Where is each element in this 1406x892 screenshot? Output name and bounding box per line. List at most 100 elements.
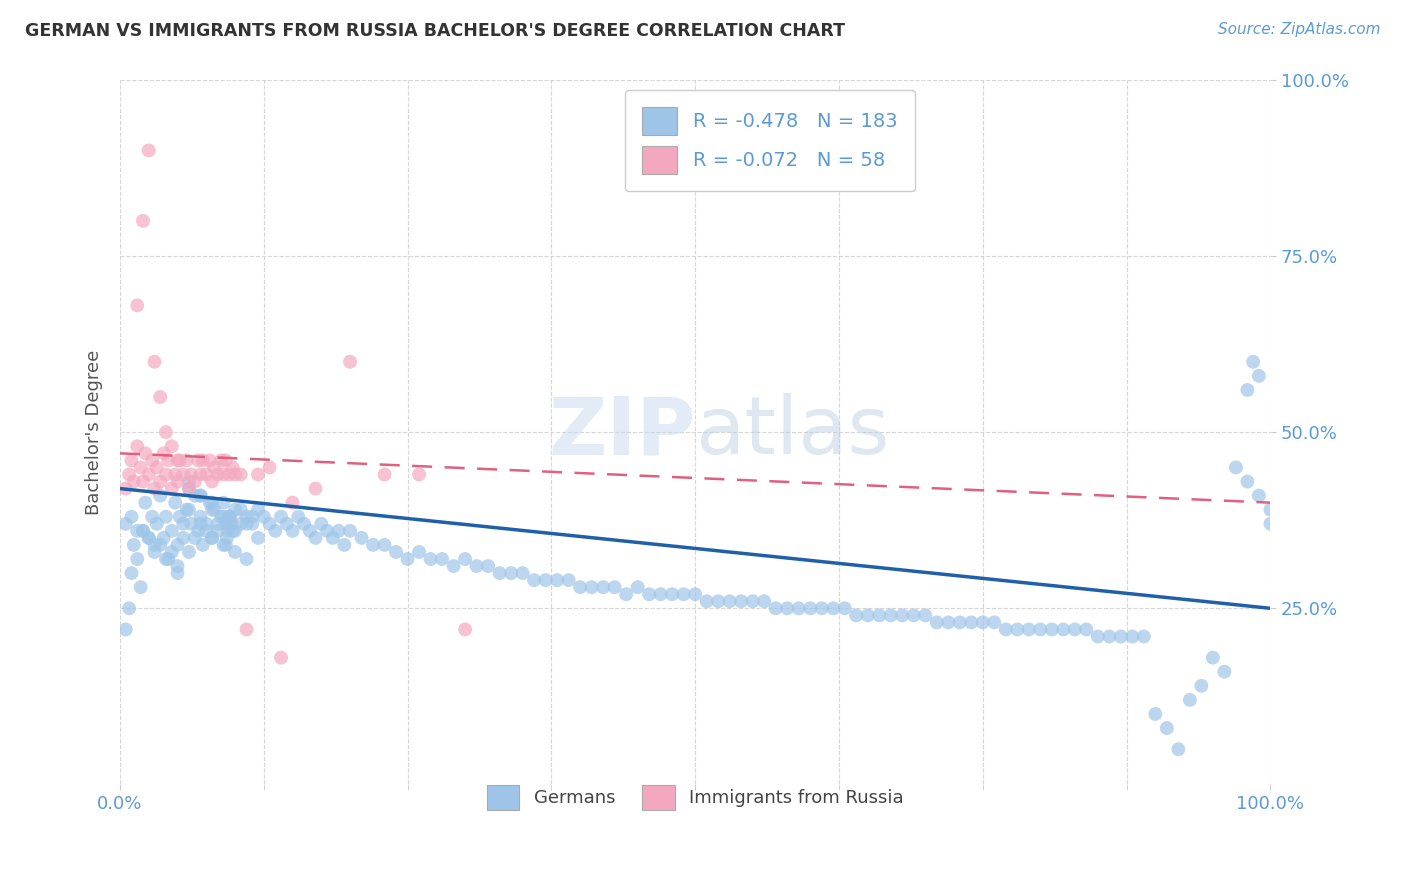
Point bbox=[121, 509, 143, 524]
Point bbox=[207, 516, 229, 531]
Point bbox=[146, 460, 169, 475]
Point bbox=[454, 552, 477, 566]
Point bbox=[155, 425, 177, 440]
Point bbox=[169, 509, 191, 524]
Point bbox=[172, 467, 194, 482]
Point bbox=[914, 608, 936, 623]
Point bbox=[1087, 630, 1109, 644]
Point bbox=[155, 509, 177, 524]
Point bbox=[127, 298, 149, 312]
Text: Source: ZipAtlas.com: Source: ZipAtlas.com bbox=[1218, 22, 1381, 37]
Point bbox=[949, 615, 972, 630]
Point bbox=[925, 615, 948, 630]
Point bbox=[408, 545, 430, 559]
Point bbox=[488, 566, 510, 580]
Point bbox=[823, 601, 845, 615]
Point bbox=[627, 580, 650, 594]
Point bbox=[465, 559, 488, 574]
Point bbox=[190, 516, 212, 531]
Point bbox=[132, 214, 155, 228]
Point bbox=[512, 566, 534, 580]
Point bbox=[218, 509, 240, 524]
Point bbox=[160, 545, 183, 559]
Point bbox=[834, 601, 856, 615]
Point bbox=[304, 531, 326, 545]
Point bbox=[229, 516, 252, 531]
Point bbox=[152, 446, 174, 460]
Point bbox=[1133, 630, 1156, 644]
Point bbox=[218, 467, 240, 482]
Point bbox=[177, 482, 200, 496]
Point bbox=[880, 608, 903, 623]
Point bbox=[121, 566, 143, 580]
Point bbox=[201, 496, 224, 510]
Point bbox=[187, 524, 209, 538]
Point bbox=[385, 545, 408, 559]
Point bbox=[118, 601, 141, 615]
Point bbox=[311, 516, 333, 531]
Point bbox=[253, 509, 276, 524]
Point bbox=[202, 460, 225, 475]
Point bbox=[157, 453, 180, 467]
Point bbox=[152, 531, 174, 545]
Point bbox=[856, 608, 879, 623]
Point bbox=[683, 587, 706, 601]
Point bbox=[138, 144, 160, 158]
Point bbox=[868, 608, 890, 623]
Point bbox=[177, 545, 200, 559]
Point bbox=[696, 594, 718, 608]
Point bbox=[166, 559, 188, 574]
Point bbox=[741, 594, 763, 608]
Point bbox=[198, 453, 221, 467]
Point bbox=[143, 482, 166, 496]
Point bbox=[501, 566, 523, 580]
Point bbox=[799, 601, 821, 615]
Point bbox=[215, 531, 238, 545]
Point bbox=[127, 439, 149, 453]
Point bbox=[235, 623, 257, 637]
Point bbox=[191, 453, 214, 467]
Point bbox=[114, 623, 136, 637]
Point bbox=[523, 573, 546, 587]
Point bbox=[201, 531, 224, 545]
Point bbox=[240, 509, 263, 524]
Point bbox=[1040, 623, 1063, 637]
Point bbox=[718, 594, 741, 608]
Point bbox=[114, 482, 136, 496]
Point bbox=[638, 587, 661, 601]
Point bbox=[191, 538, 214, 552]
Point bbox=[149, 390, 172, 404]
Point bbox=[229, 467, 252, 482]
Point bbox=[534, 573, 557, 587]
Point bbox=[132, 475, 155, 489]
Point bbox=[222, 524, 245, 538]
Point bbox=[222, 460, 245, 475]
Point bbox=[765, 601, 787, 615]
Point bbox=[202, 502, 225, 516]
Point bbox=[172, 516, 194, 531]
Point bbox=[207, 467, 229, 482]
Point bbox=[172, 531, 194, 545]
Point bbox=[224, 467, 246, 482]
Point bbox=[1202, 650, 1225, 665]
Point bbox=[1260, 502, 1282, 516]
Point bbox=[229, 502, 252, 516]
Point bbox=[207, 524, 229, 538]
Point bbox=[209, 509, 232, 524]
Point bbox=[419, 552, 441, 566]
Point bbox=[350, 531, 373, 545]
Point bbox=[569, 580, 592, 594]
Point bbox=[672, 587, 695, 601]
Point bbox=[143, 545, 166, 559]
Point bbox=[180, 516, 202, 531]
Text: atlas: atlas bbox=[695, 393, 890, 471]
Point bbox=[430, 552, 453, 566]
Point bbox=[235, 516, 257, 531]
Point bbox=[184, 531, 207, 545]
Point bbox=[177, 475, 200, 489]
Text: ZIP: ZIP bbox=[548, 393, 695, 471]
Point bbox=[166, 453, 188, 467]
Point bbox=[190, 467, 212, 482]
Point bbox=[127, 524, 149, 538]
Point bbox=[224, 502, 246, 516]
